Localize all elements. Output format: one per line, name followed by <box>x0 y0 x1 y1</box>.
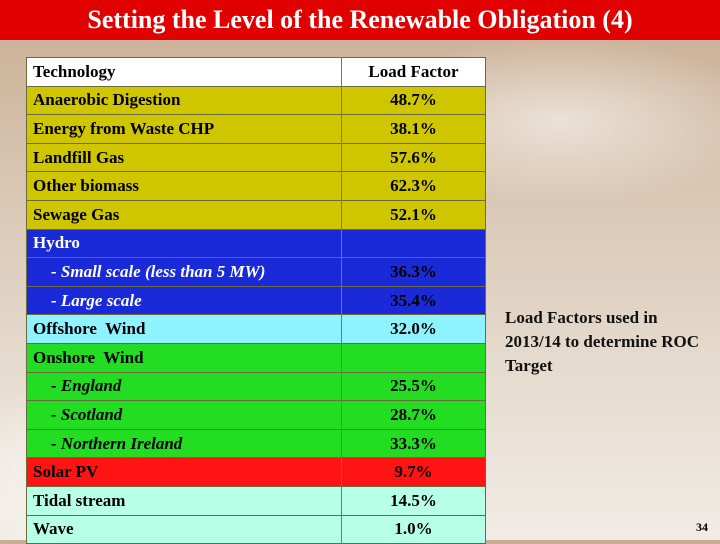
table-row: Other biomass 62.3% <box>26 171 486 201</box>
row-value: 36.3% <box>341 257 486 287</box>
row-label: - Large scale <box>26 285 342 315</box>
row-label: Energy from Waste CHP <box>26 114 342 144</box>
row-value: 62.3% <box>341 171 486 201</box>
row-value <box>341 228 486 258</box>
title-bar: Setting the Level of the Renewable Oblig… <box>0 0 720 40</box>
header-technology: Technology <box>26 57 342 87</box>
row-label: Wave <box>26 514 342 544</box>
row-label: Onshore Wind <box>26 342 342 373</box>
row-value: 52.1% <box>341 199 486 230</box>
table-row: - Large scale 35.4% <box>26 285 486 315</box>
row-label: - Scotland <box>26 400 342 430</box>
row-value: 1.0% <box>341 514 486 544</box>
row-value: 57.6% <box>341 142 486 172</box>
load-factor-table: Technology Load Factor Anaerobic Digesti… <box>26 57 486 544</box>
table-row: Anaerobic Digestion 48.7% <box>26 85 486 115</box>
row-label: - Northern Ireland <box>26 428 342 458</box>
row-value <box>341 342 486 373</box>
row-label: Other biomass <box>26 171 342 201</box>
row-label: Tidal stream <box>26 485 342 515</box>
table-row: - England 25.5% <box>26 371 486 401</box>
row-value: 9.7% <box>341 457 486 487</box>
row-label: Sewage Gas <box>26 199 342 230</box>
load-factor-note: Load Factors used in 2013/14 to determin… <box>505 308 700 375</box>
table-row: - Small scale (less than 5 MW) 36.3% <box>26 257 486 287</box>
table-row: Landfill Gas 57.6% <box>26 142 486 172</box>
table-row: Energy from Waste CHP 38.1% <box>26 114 486 144</box>
table-row: Sewage Gas 52.1% <box>26 199 486 230</box>
table-row: Onshore Wind <box>26 342 486 373</box>
table-row: - Northern Ireland 33.3% <box>26 428 486 458</box>
row-value: 25.5% <box>341 371 486 401</box>
slide-number: 34 <box>696 520 708 534</box>
row-label: Hydro <box>26 228 342 258</box>
row-label: Solar PV <box>26 457 342 487</box>
table-row: Hydro <box>26 228 486 258</box>
table-row: Tidal stream 14.5% <box>26 485 486 515</box>
slide-title: Setting the Level of the Renewable Oblig… <box>87 5 633 34</box>
row-value: 14.5% <box>341 485 486 515</box>
row-label: Offshore Wind <box>26 314 342 344</box>
row-value: 32.0% <box>341 314 486 344</box>
header-load-factor: Load Factor <box>341 57 486 87</box>
row-value: 33.3% <box>341 428 486 458</box>
table-header-row: Technology Load Factor <box>26 57 486 87</box>
table-row: Wave 1.0% <box>26 514 486 544</box>
row-value: 48.7% <box>341 85 486 115</box>
table-row: Offshore Wind 32.0% <box>26 314 486 344</box>
row-label: Landfill Gas <box>26 142 342 172</box>
table-row: - Scotland 28.7% <box>26 400 486 430</box>
row-label: Anaerobic Digestion <box>26 85 342 115</box>
row-value: 35.4% <box>341 285 486 315</box>
row-label: - England <box>26 371 342 401</box>
row-value: 38.1% <box>341 114 486 144</box>
table-row: Solar PV 9.7% <box>26 457 486 487</box>
row-label: - Small scale (less than 5 MW) <box>26 257 342 287</box>
row-value: 28.7% <box>341 400 486 430</box>
